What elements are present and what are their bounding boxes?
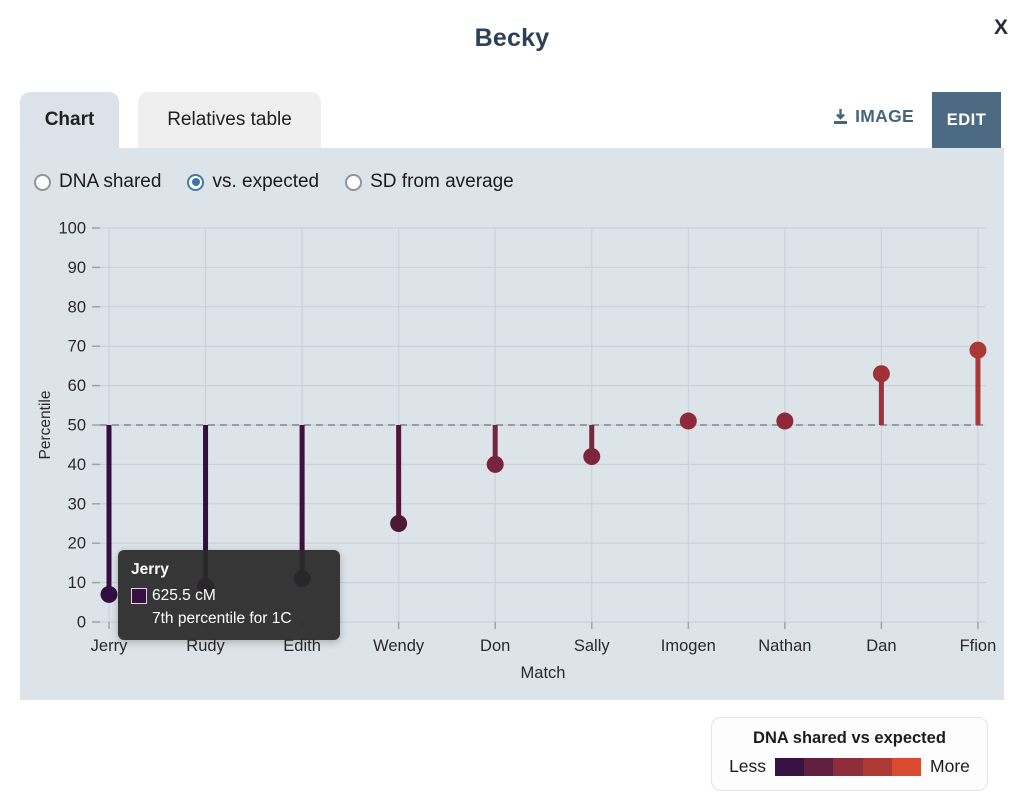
legend-gradient-bar xyxy=(775,757,922,776)
legend-title: DNA shared vs expected xyxy=(753,729,946,747)
tooltip-match-name: Jerry xyxy=(131,561,169,578)
radio-dna-shared[interactable]: DNA shared xyxy=(34,171,161,193)
radio-sd-from-average[interactable]: SD from average xyxy=(345,171,514,193)
tooltip-percentile-detail: 7th percentile for 1C xyxy=(152,610,292,627)
radio-sd-from-average-label: SD from average xyxy=(370,171,514,192)
radio-vs-expected[interactable]: vs. expected xyxy=(187,171,319,193)
svg-text:Don: Don xyxy=(480,637,510,655)
legend-less-label: Less xyxy=(729,756,767,776)
chart-panel: 0 10 20 30 40 50 60 70 80 90 100 Jerry Rudy Edith Wend… xyxy=(20,148,1004,700)
download-image-label: IMAGE xyxy=(855,106,914,126)
svg-text:Edith: Edith xyxy=(283,637,321,655)
legend-more-label: More xyxy=(930,756,970,776)
svg-text:Sally: Sally xyxy=(574,637,611,655)
tooltip-color-swatch xyxy=(131,588,147,604)
radio-icon xyxy=(34,173,51,191)
edit-button-label: EDIT xyxy=(946,110,987,129)
svg-text:0: 0 xyxy=(77,614,86,632)
download-image-button[interactable]: IMAGE xyxy=(832,106,914,127)
tooltip-cm-value: 625.5 cM xyxy=(152,587,216,604)
svg-text:90: 90 xyxy=(68,259,86,277)
svg-text:80: 80 xyxy=(68,298,86,316)
tab-chart-label: Chart xyxy=(44,109,95,130)
svg-text:Dan: Dan xyxy=(866,637,896,655)
chart-mode-options: DNA shared vs. expected SD from average xyxy=(34,171,514,193)
svg-text:Rudy: Rudy xyxy=(186,637,225,655)
chart-tooltip: Jerry 625.5 cM 7th percentile for 1C xyxy=(118,550,340,640)
radio-vs-expected-label: vs. expected xyxy=(212,171,320,192)
svg-text:Percentile: Percentile xyxy=(37,391,54,460)
svg-text:Match: Match xyxy=(521,664,566,682)
svg-text:50: 50 xyxy=(68,417,86,435)
svg-text:Wendy: Wendy xyxy=(373,637,425,655)
svg-text:10: 10 xyxy=(68,574,86,592)
tab-relatives-table[interactable]: Relatives table xyxy=(138,92,321,148)
svg-text:Imogen: Imogen xyxy=(661,637,716,655)
tab-relatives-table-label: Relatives table xyxy=(167,109,292,130)
svg-text:100: 100 xyxy=(58,220,86,238)
svg-text:70: 70 xyxy=(68,338,86,356)
svg-text:20: 20 xyxy=(68,535,86,553)
radio-icon xyxy=(345,173,363,191)
color-legend: DNA shared vs expected Less More xyxy=(711,717,988,791)
radio-dna-shared-label: DNA shared xyxy=(59,171,162,192)
svg-text:Ffion: Ffion xyxy=(960,637,997,655)
svg-text:Jerry: Jerry xyxy=(91,637,128,655)
svg-text:Nathan: Nathan xyxy=(758,637,811,655)
tab-chart[interactable]: Chart xyxy=(20,92,119,148)
percentile-chart[interactable]: 0 10 20 30 40 50 60 70 80 90 100 Jerry Rudy Edith Wend… xyxy=(20,148,1004,700)
download-icon xyxy=(832,108,849,125)
edit-button[interactable]: EDIT xyxy=(932,92,1001,148)
close-icon[interactable]: X xyxy=(993,16,1008,39)
svg-text:30: 30 xyxy=(68,495,86,513)
svg-text:40: 40 xyxy=(68,456,86,474)
page-title: Becky xyxy=(474,24,550,52)
radio-icon xyxy=(187,173,205,191)
svg-text:60: 60 xyxy=(68,377,86,395)
